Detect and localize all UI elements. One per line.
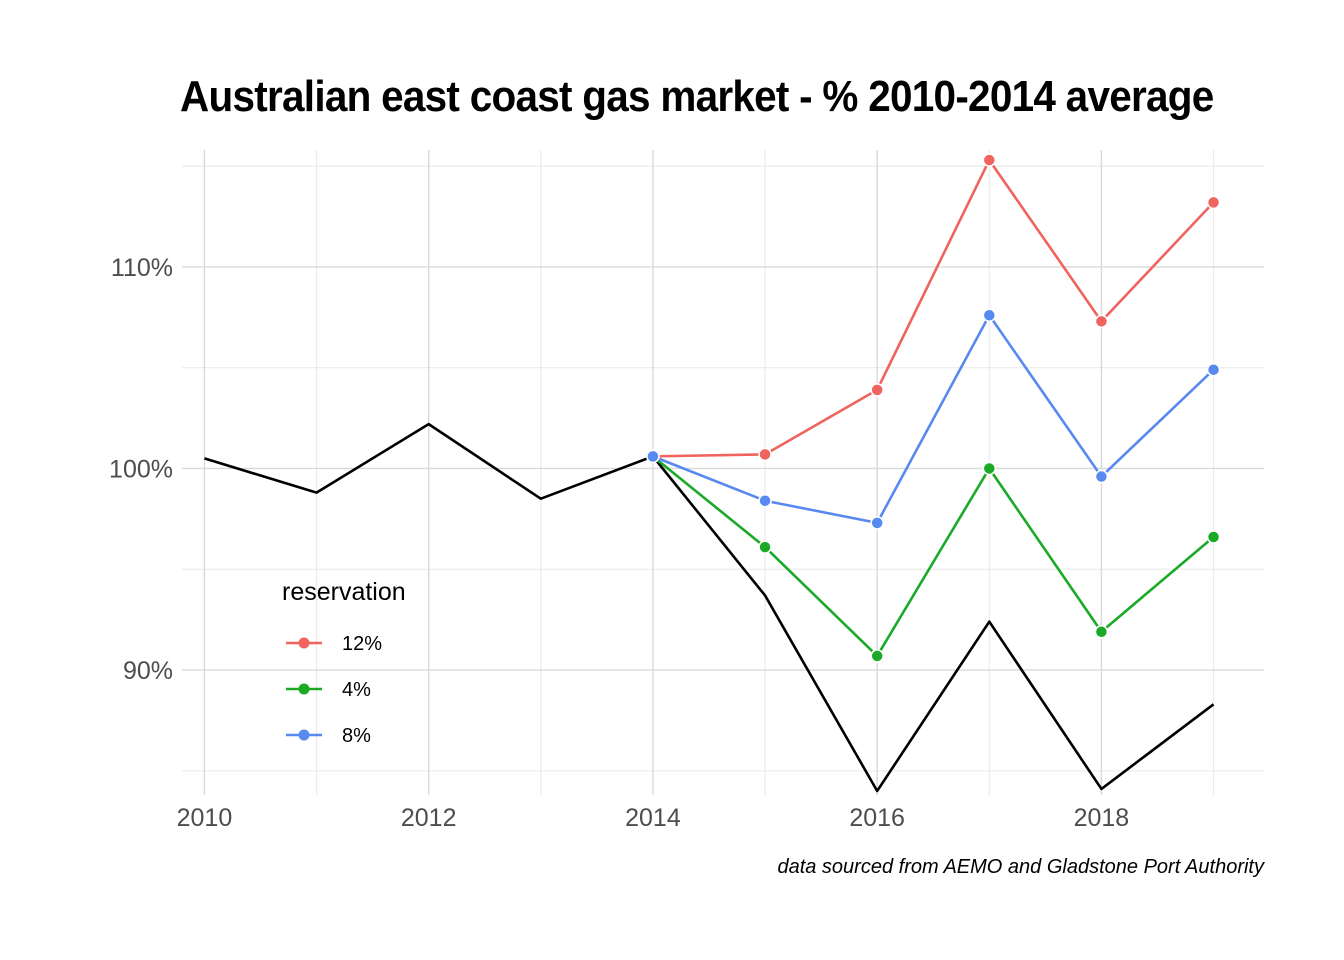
series-point-8%: [758, 493, 772, 508]
legend: reservation 12% 4% 8%: [282, 578, 406, 747]
series-point-4%: [982, 461, 997, 476]
series-point-8%: [1094, 469, 1109, 484]
y-tick-label: 110%: [111, 254, 173, 282]
y-tick-label: 100%: [109, 455, 173, 483]
x-tick-label: 2016: [849, 804, 905, 832]
series-point-8%: [982, 308, 997, 323]
x-tick-label: 2012: [401, 804, 457, 832]
chart-title: Australian east coast gas market - % 201…: [180, 72, 1214, 121]
series-point-8%: [870, 516, 884, 530]
baseline-line: [204, 422, 1215, 793]
legend-title: reservation: [282, 578, 406, 606]
series-line-12%: [652, 158, 1215, 458]
series-point-12%: [982, 153, 997, 167]
legend-label: 8%: [342, 725, 371, 747]
x-axis-tick-labels: 2010 2012 2014 2016 2018: [177, 804, 1130, 832]
x-tick-label: 2010: [177, 804, 233, 832]
y-axis-tick-labels: 90% 100% 110%: [109, 254, 173, 685]
series-point-12%: [1206, 195, 1221, 210]
legend-key-point: [298, 637, 310, 649]
baseline-series: [204, 422, 1215, 793]
series-point-12%: [1094, 314, 1109, 329]
legend-label: 4%: [342, 679, 371, 701]
series-point-12%: [758, 447, 772, 462]
series-point-4%: [1094, 624, 1109, 639]
series-point-4%: [758, 540, 772, 554]
y-tick-label: 90%: [123, 657, 173, 685]
series-point-8%: [646, 449, 660, 464]
series-point-12%: [870, 383, 884, 397]
chart-caption: data sourced from AEMO and Gladstone Por…: [777, 856, 1264, 878]
legend-key-point: [298, 683, 310, 695]
series-line-4%: [652, 455, 1215, 658]
legend-label: 12%: [342, 633, 382, 655]
series-line-8%: [652, 313, 1215, 525]
series-point-8%: [1206, 362, 1221, 377]
x-tick-label: 2014: [625, 804, 681, 832]
series-point-4%: [870, 649, 884, 663]
series-point-4%: [1206, 530, 1221, 544]
reservation-series: [646, 153, 1221, 663]
x-tick-label: 2018: [1074, 804, 1130, 832]
minor-gridlines: [182, 150, 1264, 795]
legend-key-point: [298, 729, 310, 741]
